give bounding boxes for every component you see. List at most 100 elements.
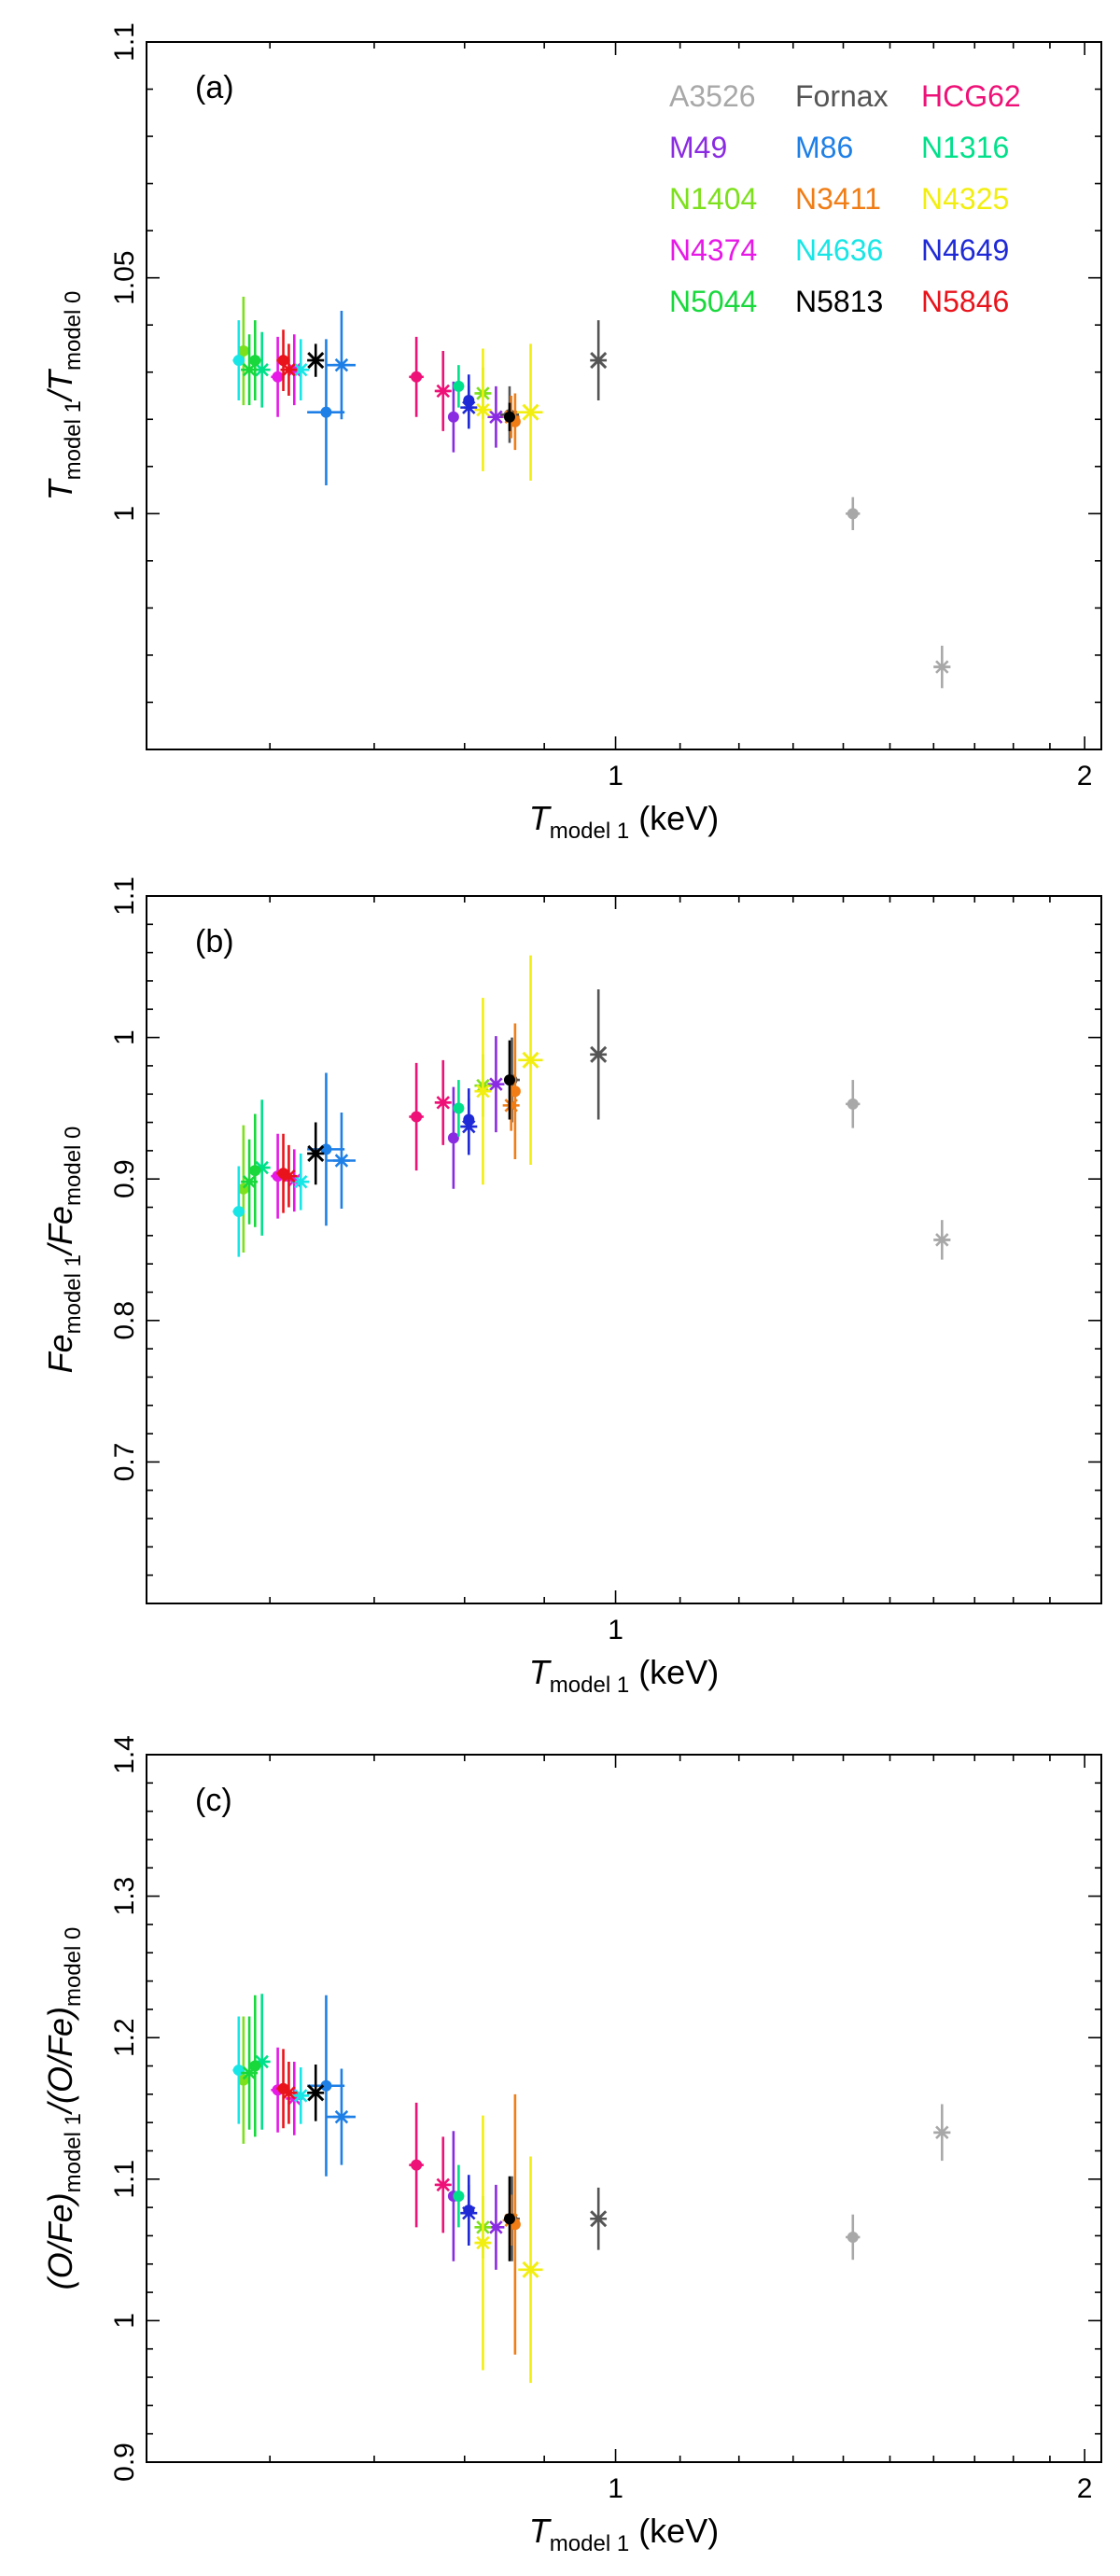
panel-c: 0.9 1 1.1 1.2 1.3 1.4 1 2 (c) Tmodel 1 (keV) (O/Fe… (41, 1735, 1102, 2556)
dot-marker (320, 2079, 332, 2092)
point-n4636-star (292, 1153, 310, 1211)
star-marker (280, 362, 298, 377)
point-m49-star (487, 1036, 505, 1133)
point-n5846-star (280, 2061, 298, 2124)
panel-label: (c) (195, 1783, 232, 1818)
star-marker (434, 384, 452, 399)
legend: A3526 Fornax HCG62 M49 M86 N1316 N1404 N3411 N43… (669, 79, 1021, 318)
star-marker (241, 1175, 259, 1189)
y-tick-label: 0.8 (109, 1301, 140, 1340)
panel-a: 1 1.05 1.1 1 2 (a) Tmodel 1 (keV) Tmodel 1/Tmod… (41, 22, 1102, 844)
point-m86-star (327, 1112, 356, 1210)
cross-marker (522, 1051, 539, 1069)
point-n4325-cross (518, 343, 543, 481)
point-hcg62-dot (409, 2102, 424, 2228)
panel-label: (a) (195, 70, 234, 105)
point-n4325-star (474, 998, 492, 1185)
plot-frame (146, 41, 1102, 750)
dot-marker (503, 411, 515, 423)
dot-marker (453, 2190, 465, 2202)
dot-marker (320, 406, 332, 418)
point-n5846-star (280, 343, 298, 396)
legend-entry-m86: M86 (795, 131, 853, 164)
panel-b: 0.7 0.8 0.9 1 1.1 1 (b) Tmodel 1 (keV) Femodel 1… (41, 876, 1102, 1698)
point-n4649-star (460, 2184, 478, 2242)
y-tick-label: 1 (109, 1029, 140, 1045)
point-n5044-star (241, 2016, 259, 2130)
cross-marker (590, 2210, 608, 2228)
star-marker (460, 400, 478, 414)
dot-marker (847, 2231, 859, 2243)
cross-marker (307, 1144, 325, 1162)
x-tick-label: 1 (608, 2473, 623, 2504)
point-n4325-star (474, 2115, 492, 2371)
dot-marker (847, 508, 859, 520)
point-n5813-cross (307, 1122, 325, 1185)
panel-label: (b) (195, 924, 234, 959)
dot-marker (453, 380, 465, 392)
dot-marker (447, 411, 459, 423)
x-tick-label: 2 (1077, 761, 1093, 791)
y-tick-label: 0.7 (109, 1443, 140, 1482)
point-n5044-dot (249, 1995, 261, 2137)
cross-marker (522, 2261, 539, 2278)
x-axis-label: Tmodel 1 (keV) (529, 1653, 719, 1698)
point-a3526-star (933, 1220, 951, 1260)
dot-marker (277, 355, 289, 367)
y-tick-label: 1.1 (109, 2160, 140, 2199)
plot-frame (146, 895, 1102, 1604)
point-m86-dot (307, 1995, 345, 2177)
dot-marker (447, 1132, 459, 1144)
point-n3411-star (502, 1080, 520, 1131)
point-n4636-dot (232, 1166, 245, 1257)
point-m49-star (487, 385, 505, 448)
y-tick-label: 1.2 (109, 2018, 140, 2057)
point-fornax-cross (590, 989, 608, 1120)
star-marker (434, 1096, 452, 1110)
star-marker (332, 357, 350, 372)
cross-marker (307, 2084, 325, 2102)
point-n4325-cross (518, 2156, 543, 2384)
star-marker (933, 2125, 951, 2139)
legend-entry-n1316: N1316 (921, 131, 1009, 164)
point-fornax-cross (590, 2187, 608, 2250)
legend-entry-n4325: N4325 (921, 182, 1009, 216)
star-marker (487, 410, 505, 424)
legend-entry-n4636: N4636 (795, 233, 883, 267)
y-axis-label: (O/Fe)model 1/(O/Fe)model 0 (41, 1927, 86, 2290)
star-marker (474, 1084, 492, 1099)
star-marker (241, 2065, 259, 2080)
point-hcg62-star (434, 1059, 452, 1145)
point-n5813-cross (307, 2065, 325, 2121)
star-marker (332, 2109, 350, 2124)
plot-frame (146, 1754, 1102, 2463)
point-n4649-star (460, 1098, 478, 1155)
point-a3526-star (933, 645, 951, 689)
star-marker (487, 1077, 505, 1091)
y-tick-label: 1 (109, 506, 140, 522)
x-tick-label: 2 (1077, 2473, 1093, 2504)
y-tick-label: 0.9 (109, 2443, 140, 2482)
point-n4636-star (292, 2067, 310, 2124)
star-marker (474, 402, 492, 417)
dot-marker (503, 2213, 515, 2225)
point-n5044-dot (249, 1113, 261, 1227)
cross-marker (522, 403, 539, 421)
star-marker (280, 1169, 298, 1183)
dot-marker (272, 371, 284, 383)
point-a3526-dot (846, 1080, 861, 1128)
point-n5044-dot (249, 320, 261, 401)
star-marker (241, 362, 259, 377)
point-n1316-star (253, 1994, 271, 2130)
legend-entry-n5846: N5846 (921, 285, 1009, 318)
point-a3526-dot (846, 497, 861, 531)
point-n1316-dot (453, 1080, 465, 1137)
legend-entry-hcg62: HCG62 (921, 79, 1021, 113)
point-n4325-cross (518, 955, 543, 1166)
y-tick-label: 1 (109, 2313, 140, 2329)
dot-marker (232, 355, 245, 367)
x-tick-label: 1 (608, 761, 623, 791)
point-hcg62-star (434, 350, 452, 431)
point-n5813-dot (503, 2176, 515, 2261)
point-n5813-dot (503, 402, 515, 431)
